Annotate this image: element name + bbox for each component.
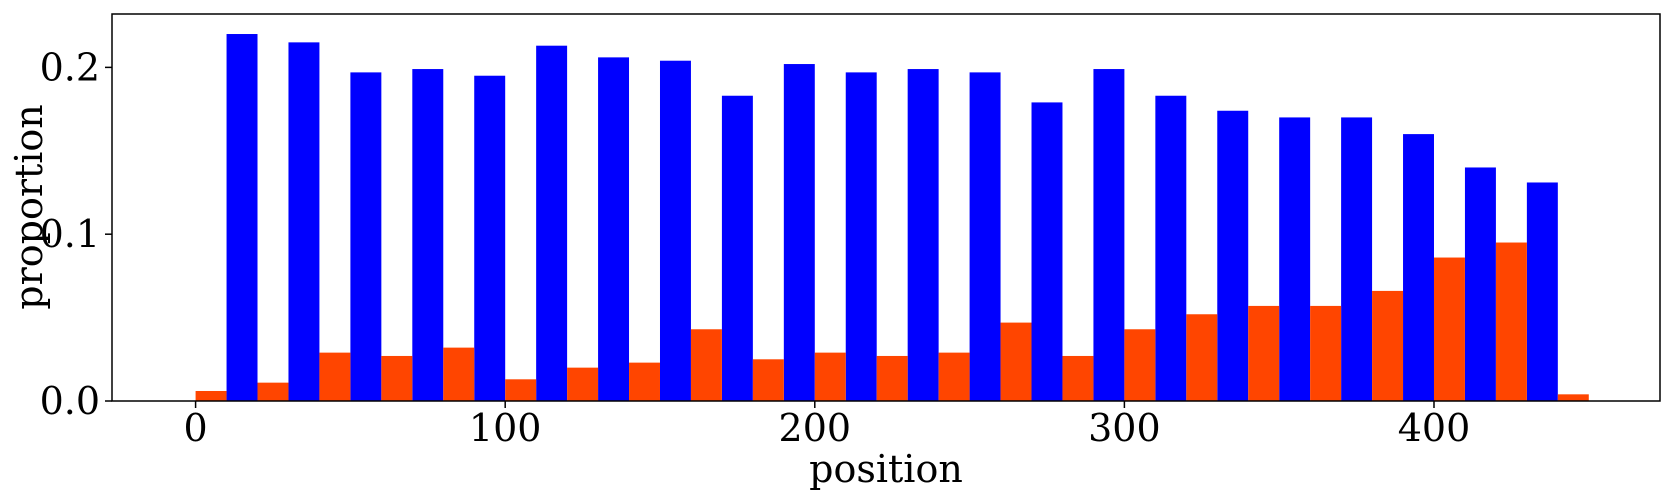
bar-series2-16 — [1186, 314, 1218, 401]
bar-series1-2 — [350, 72, 382, 401]
bar-series2-22 — [1557, 394, 1589, 401]
bar-series1-8 — [721, 95, 753, 402]
bar-series2-2 — [319, 352, 351, 402]
bar-series2-12 — [938, 352, 970, 402]
y-tick-label: 0.1 — [40, 212, 100, 256]
x-tick-label: 100 — [469, 406, 542, 450]
bar-series1-18 — [1341, 117, 1373, 402]
bar-series1-14 — [1093, 69, 1125, 402]
y-tick-label: 0.0 — [40, 379, 100, 423]
x-tick-label: 400 — [1398, 406, 1471, 450]
bar-series2-19 — [1372, 290, 1404, 401]
bar-series1-4 — [474, 75, 506, 401]
bar-series1-11 — [907, 69, 939, 402]
x-tick-label: 200 — [779, 406, 852, 450]
bar-series1-16 — [1217, 110, 1249, 401]
bar-series2-7 — [629, 362, 660, 401]
y-axis-label: proportion — [7, 104, 51, 310]
bar-series2-15 — [1124, 329, 1156, 401]
bars-layer — [195, 34, 1589, 402]
bar-series1-3 — [412, 69, 444, 402]
x-axis: 0 100 200 300 400 — [183, 401, 1470, 450]
bar-series2-5 — [505, 379, 537, 401]
bar-series2-17 — [1248, 305, 1280, 401]
bar-series1-12 — [969, 72, 1001, 401]
bar-series2-14 — [1062, 355, 1094, 401]
bar-series2-13 — [1000, 322, 1032, 401]
bar-series1-13 — [1031, 102, 1063, 401]
y-axis: 0.0 0.1 0.2 — [40, 45, 112, 423]
y-tick-label: 0.2 — [40, 45, 100, 89]
bar-series1-17 — [1279, 117, 1311, 402]
bar-series2-9 — [752, 359, 784, 401]
bar-series2-10 — [814, 352, 846, 402]
bar-series2-1 — [257, 382, 289, 401]
bar-series2-8 — [690, 329, 722, 401]
bar-series2-6 — [567, 367, 599, 401]
bar-series1-6 — [598, 57, 630, 402]
x-axis-label: position — [809, 447, 963, 491]
bar-series1-21 — [1526, 182, 1558, 401]
plot-frame — [111, 13, 1661, 402]
bar-series1-7 — [659, 60, 691, 402]
bar-series1-20 — [1464, 167, 1496, 401]
x-tick-label: 300 — [1088, 406, 1161, 450]
bar-series2-3 — [381, 355, 413, 401]
bar-series1-5 — [536, 45, 568, 401]
bar-series2-21 — [1495, 242, 1527, 401]
bar-series1-19 — [1403, 134, 1434, 401]
bar-series1-1 — [288, 42, 320, 402]
bar-series1-15 — [1155, 95, 1187, 402]
bar-series1-10 — [845, 72, 877, 401]
bar-series2-11 — [876, 355, 908, 401]
x-tick-label: 0 — [183, 406, 207, 450]
bar-series2-4 — [443, 347, 475, 401]
bar-series1-0 — [226, 34, 258, 402]
bar-series1-9 — [783, 64, 815, 401]
bar-series2-18 — [1310, 305, 1342, 401]
bar-series2-0 — [195, 390, 227, 401]
bar-series2-20 — [1433, 257, 1465, 401]
